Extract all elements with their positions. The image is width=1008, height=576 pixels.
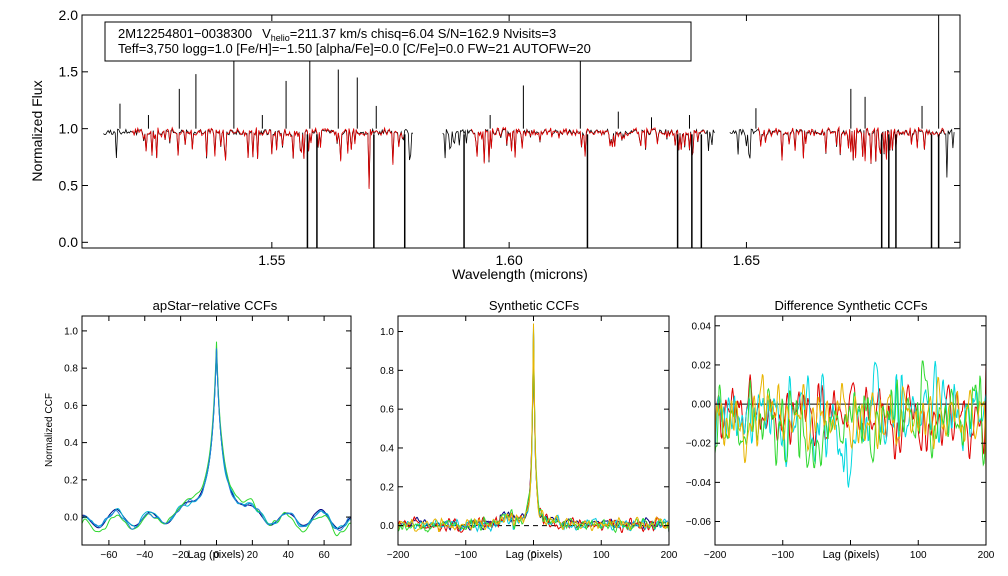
ccf-series-visit-1 xyxy=(714,360,987,460)
spectrum-panel: 1.55 1.60 1.65 0.0 0.5 1.0 1.5 2.0 2M12254801−0… xyxy=(29,7,961,282)
y-tick-label: 0.6 xyxy=(380,405,394,416)
synthetic-ccf-lines xyxy=(397,323,670,534)
difference-ccf-lines xyxy=(714,360,987,488)
x-tick-label: −200 xyxy=(387,550,410,561)
difference-ccf-ticks: −200 −100 0 100 200 −0.06 −0.04 −0.02 0.00 0.02 0.… xyxy=(686,316,995,561)
y-tick-label: 0.0 xyxy=(59,234,79,250)
synthetic-ccf-panel: Synthetic CCFs −200 −100 0 100 200 0.0 0.2 0.4 0… xyxy=(380,298,678,561)
y-tick-label: 0.6 xyxy=(64,401,78,412)
x-tick-label: 20 xyxy=(247,550,259,561)
x-tick-label: 60 xyxy=(319,550,331,561)
x-tick-label: 200 xyxy=(661,550,678,561)
y-tick-label: −0.02 xyxy=(686,439,712,450)
ccf-series-visit-1 xyxy=(81,348,352,529)
x-tick-label: 100 xyxy=(910,550,927,561)
y-tick-label: 0.5 xyxy=(59,177,79,193)
y-tick-label: 1.5 xyxy=(59,64,79,80)
model-spectrum-chip xyxy=(131,126,404,190)
y-tick-label: 0.8 xyxy=(64,364,78,375)
x-tick-label: −60 xyxy=(100,550,117,561)
spectrum-lines xyxy=(103,15,955,248)
spectrum-axis-ticks: 1.55 1.60 1.65 0.0 0.5 1.0 1.5 2.0 xyxy=(59,7,960,268)
difference-ccf-panel: Difference Synthetic CCFs −200 −100 0 100 20… xyxy=(686,298,995,561)
info-line-2: Teff=3,750 logg=1.0 [Fe/H]=−1.50 [alpha/… xyxy=(118,41,591,56)
y-tick-label: 0.0 xyxy=(64,513,78,524)
y-tick-label: 2.0 xyxy=(59,7,79,23)
synthetic-ccf-xlabel: Lag (pixels) xyxy=(506,549,563,561)
y-tick-label: 0.8 xyxy=(380,366,394,377)
spectrum-info-box: 2M12254801−0038300 Vhelio=211.37 km/s chi… xyxy=(104,21,692,62)
apstar-ccf-xlabel: Lag (pixels) xyxy=(188,549,245,561)
spectrum-frame xyxy=(81,14,961,249)
x-tick-label: −40 xyxy=(136,550,153,561)
y-tick-label: 1.0 xyxy=(59,121,79,137)
model-spectrum-chip xyxy=(757,125,945,164)
y-tick-label: 0.4 xyxy=(380,443,394,454)
y-tick-label: 0.00 xyxy=(692,400,712,411)
x-tick-label: 1.65 xyxy=(733,252,760,268)
x-tick-label: −20 xyxy=(172,550,189,561)
x-tick-label: 1.60 xyxy=(496,252,523,268)
apstar-ccf-panel: apStar−relative CCFs −60 −40 −20 0 20 40 60 0.0… xyxy=(44,298,352,561)
x-tick-label: 1.55 xyxy=(258,252,285,268)
observed-spectrum-chip xyxy=(729,128,955,178)
x-tick-label: 0 xyxy=(848,550,854,561)
y-tick-label: 0.4 xyxy=(64,438,78,449)
info-box-frame xyxy=(104,21,692,62)
y-tick-label: 0.02 xyxy=(692,360,712,371)
y-tick-label: 1.0 xyxy=(380,327,394,338)
x-tick-label: 0 xyxy=(214,550,220,561)
apstar-ccf-ticks: −60 −40 −20 0 20 40 60 0.0 0.2 0.4 0.6 0.8 1.0 xyxy=(64,316,351,561)
y-tick-label: 0.2 xyxy=(64,475,78,486)
ccf-series-visit-3 xyxy=(81,348,352,531)
x-tick-label: −200 xyxy=(704,550,727,561)
x-tick-label: −100 xyxy=(454,550,477,561)
y-tick-label: 0.04 xyxy=(692,321,712,332)
x-tick-label: 0 xyxy=(531,550,537,561)
x-tick-label: 100 xyxy=(593,550,610,561)
y-tick-label: −0.04 xyxy=(686,478,712,489)
x-tick-label: −100 xyxy=(771,550,794,561)
spectrum-ylabel: Normalized Flux xyxy=(29,80,45,181)
ccf-series-visit-4 xyxy=(714,374,987,471)
y-tick-label: 1.0 xyxy=(64,326,78,337)
ccf-series-combined xyxy=(81,348,352,530)
apstar-ccf-lines xyxy=(81,341,352,537)
y-tick-label: 0.2 xyxy=(380,482,394,493)
apstar-ccf-ylabel: Normalized CCF xyxy=(44,393,55,467)
info-line-1: 2M12254801−0038300 Vhelio=211.37 km/s chi… xyxy=(118,26,556,43)
ccf-series-visit-2 xyxy=(81,341,352,537)
y-tick-label: 0.0 xyxy=(380,521,394,532)
synthetic-ccf-ticks: −200 −100 0 100 200 0.0 0.2 0.4 0.6 0.8 1.0 xyxy=(380,316,678,561)
difference-ccf-xlabel: Lag (pixels) xyxy=(823,549,880,561)
synthetic-ccf-title: Synthetic CCFs xyxy=(489,298,580,313)
x-tick-label: 40 xyxy=(283,550,295,561)
spectrum-xlabel: Wavelength (microns) xyxy=(452,266,588,282)
difference-ccf-title: Difference Synthetic CCFs xyxy=(775,298,928,313)
apstar-ccf-title: apStar−relative CCFs xyxy=(153,298,278,313)
y-tick-label: −0.06 xyxy=(686,517,712,528)
ccf-series-visit-4 xyxy=(397,323,670,533)
model-spectrum-chip xyxy=(470,126,706,164)
x-tick-label: 200 xyxy=(978,550,995,561)
